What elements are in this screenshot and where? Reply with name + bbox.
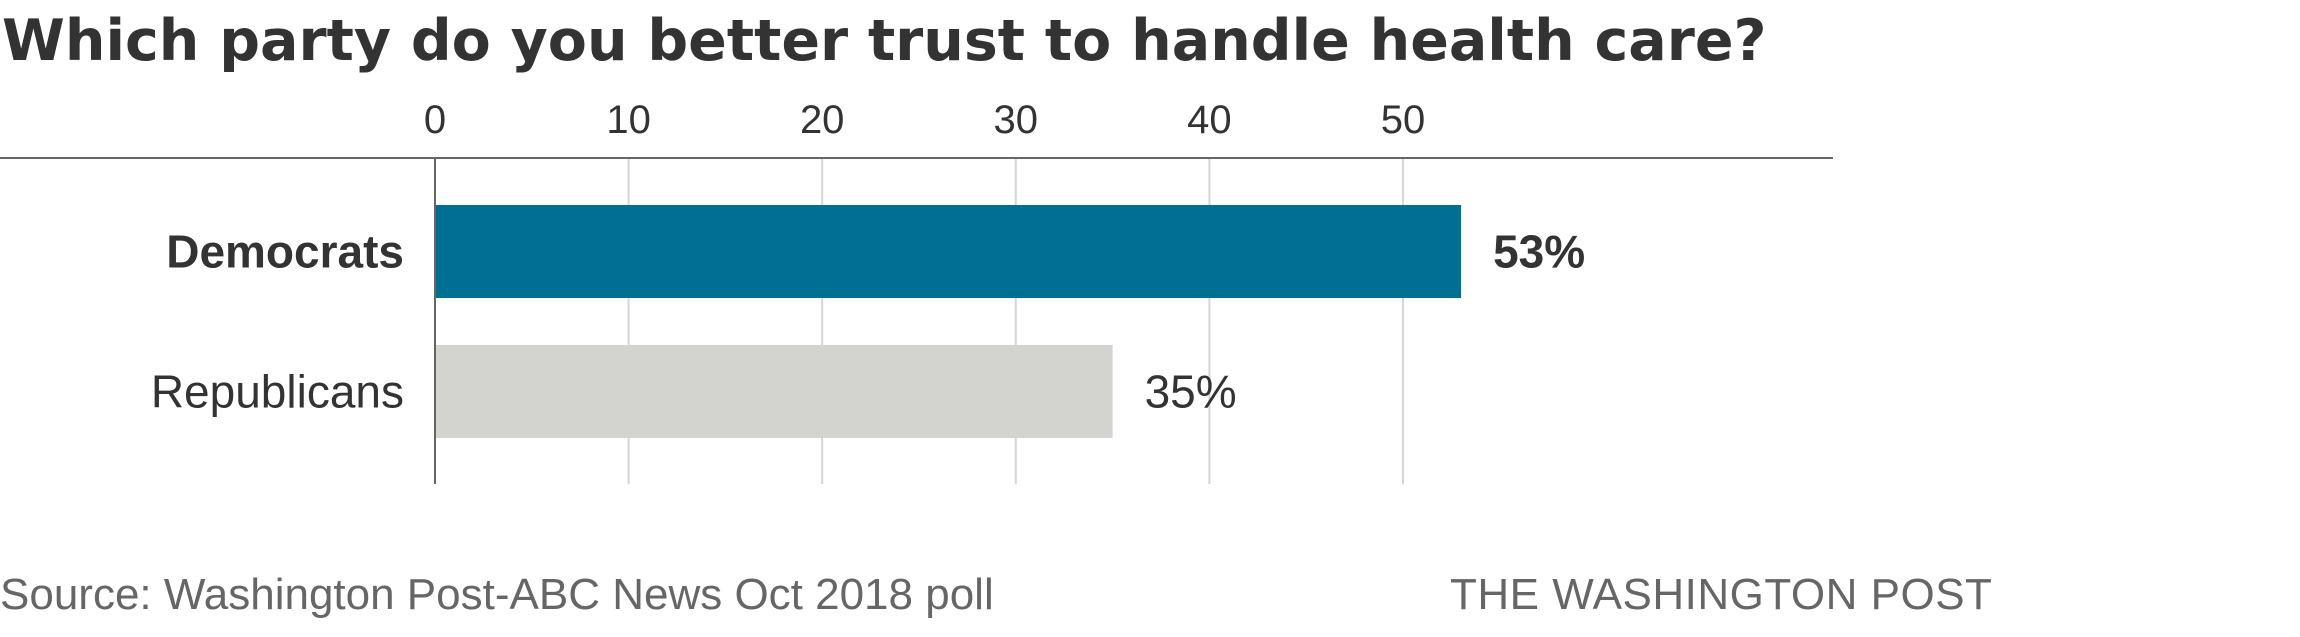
- value-label: 35%: [1145, 366, 1237, 418]
- value-label: 53%: [1493, 226, 1585, 278]
- chart-title: Which party do you better trust to handl…: [2, 8, 1767, 74]
- x-tick-label: 30: [994, 98, 1039, 142]
- category-label: Republicans: [151, 366, 404, 418]
- bars: [435, 205, 1462, 438]
- x-tick-label: 20: [800, 98, 845, 142]
- category-labels: Democrats Republicans: [151, 226, 404, 418]
- x-tick-label: 0: [424, 98, 446, 142]
- bar-chart: 0 10 20 30 40 50 Democrats Republicans 53% 35%: [0, 98, 1833, 484]
- category-label: Democrats: [166, 226, 404, 278]
- x-tick-label: 40: [1187, 98, 1232, 142]
- bar-democrats: [435, 205, 1462, 298]
- x-axis-tick-labels: 0 10 20 30 40 50: [424, 98, 1425, 142]
- publisher-credit: THE WASHINGTON POST: [1450, 570, 1993, 619]
- x-tick-label: 10: [606, 98, 651, 142]
- bar-republicans: [435, 345, 1113, 438]
- value-labels: 53% 35%: [1145, 226, 1586, 418]
- source-note: Source: Washington Post-ABC News Oct 201…: [0, 570, 994, 619]
- x-tick-label: 50: [1381, 98, 1426, 142]
